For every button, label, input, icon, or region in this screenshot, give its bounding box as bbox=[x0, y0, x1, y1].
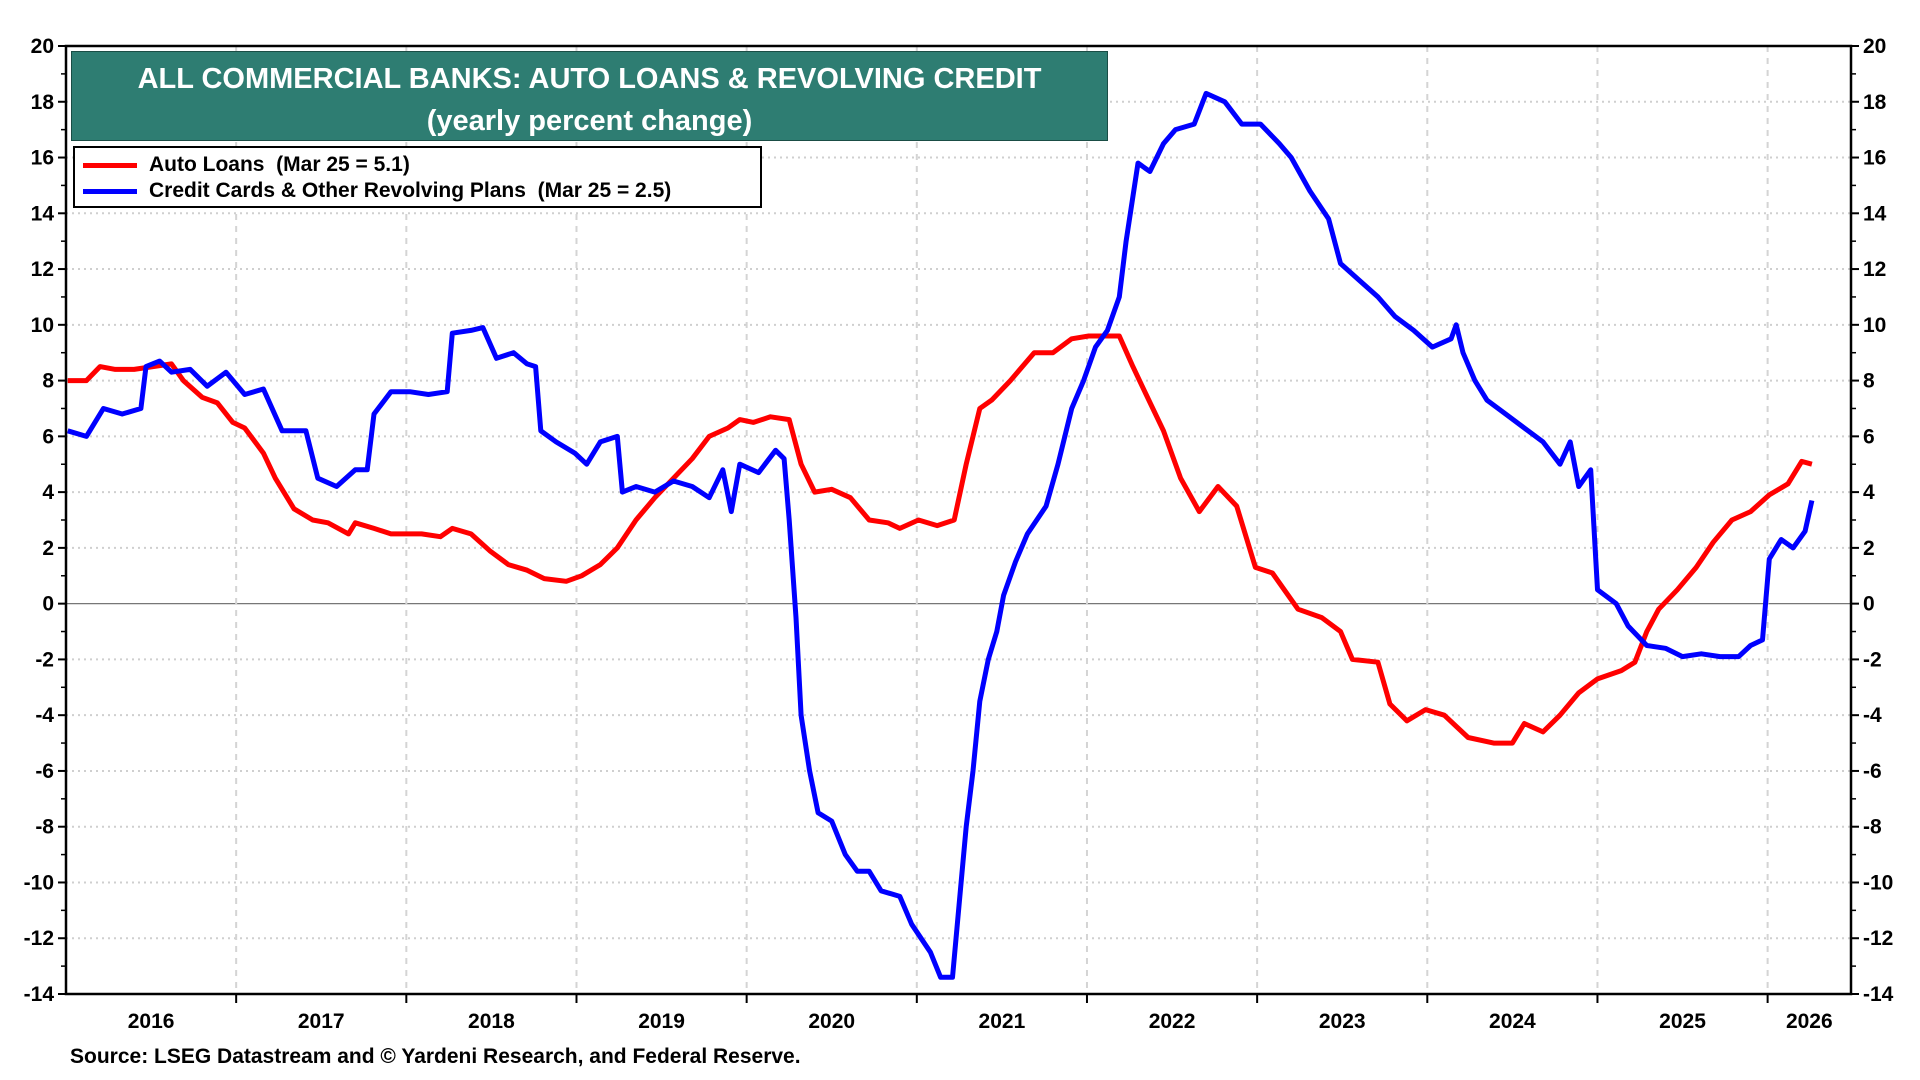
y-tick-label-right: -14 bbox=[1863, 983, 1894, 1006]
y-tick-label-right: -4 bbox=[1863, 704, 1882, 727]
y-tick-label-left: 0 bbox=[42, 593, 54, 616]
y-tick-label-right: -10 bbox=[1863, 871, 1893, 894]
legend-swatch-blue bbox=[83, 188, 137, 194]
source-note: Source: LSEG Datastream and © Yardeni Re… bbox=[70, 1045, 801, 1068]
y-tick-label-right: -12 bbox=[1863, 927, 1893, 950]
y-tick-label-left: -14 bbox=[24, 983, 55, 1006]
x-tick-label: 2024 bbox=[1489, 1010, 1536, 1033]
y-tick-label-left: -12 bbox=[24, 927, 54, 950]
y-tick-label-left: 14 bbox=[31, 202, 55, 225]
y-tick-label-left: 10 bbox=[31, 314, 54, 337]
y-tick-label-left: -10 bbox=[24, 871, 54, 894]
y-tick-label-right: 6 bbox=[1863, 425, 1875, 448]
x-tick-label: 2019 bbox=[638, 1010, 685, 1033]
y-tick-label-left: 6 bbox=[42, 425, 54, 448]
y-tick-label-left: -2 bbox=[35, 648, 54, 671]
y-tick-label-right: 18 bbox=[1863, 91, 1887, 114]
legend-item-auto-loans: Auto Loans (Mar 25 = 5.1) bbox=[83, 152, 410, 178]
auto-loans-line bbox=[67, 333, 1813, 746]
y-tick-label-right: 10 bbox=[1863, 314, 1886, 337]
x-tick-label: 2023 bbox=[1319, 1010, 1366, 1033]
y-tick-label-left: 16 bbox=[31, 147, 54, 170]
chart-subtitle: (yearly percent change) bbox=[426, 105, 753, 137]
series-lines bbox=[66, 90, 1815, 980]
y-tick-label-right: 16 bbox=[1863, 147, 1886, 170]
y-tick-label-right: 2 bbox=[1863, 537, 1875, 560]
chart-title: ALL COMMERCIAL BANKS: AUTO LOANS & REVOL… bbox=[137, 63, 1042, 95]
x-tick-label: 2016 bbox=[128, 1010, 175, 1033]
y-tick-label-left: 2 bbox=[42, 537, 54, 560]
legend-item-credit-cards: Credit Cards & Other Revolving Plans (Ma… bbox=[83, 178, 671, 204]
x-tick-label: 2021 bbox=[979, 1010, 1026, 1033]
y-tick-label-left: 12 bbox=[31, 258, 54, 281]
chart-title-box: ALL COMMERCIAL BANKS: AUTO LOANS & REVOL… bbox=[71, 51, 1108, 141]
y-tick-label-right: 12 bbox=[1863, 258, 1886, 281]
x-tick-label: 2025 bbox=[1659, 1010, 1706, 1033]
legend-label: Credit Cards & Other Revolving Plans (Ma… bbox=[149, 179, 672, 202]
legend: Auto Loans (Mar 25 = 5.1) Credit Cards &… bbox=[73, 146, 762, 208]
y-tick-label-right: 20 bbox=[1863, 35, 1886, 58]
y-tick-label-right: -2 bbox=[1863, 648, 1882, 671]
x-tick-label: 2022 bbox=[1149, 1010, 1196, 1033]
y-tick-label-right: -6 bbox=[1863, 760, 1882, 783]
legend-swatch-red bbox=[83, 162, 137, 168]
x-tick-label: 2017 bbox=[298, 1010, 345, 1033]
y-tick-label-left: -4 bbox=[35, 704, 54, 727]
y-tick-label-right: 8 bbox=[1863, 370, 1875, 393]
y-tick-label-right: 0 bbox=[1863, 593, 1875, 616]
plot-frame bbox=[64, 44, 1853, 996]
y-tick-label-right: 4 bbox=[1863, 481, 1875, 504]
y-tick-label-left: 20 bbox=[31, 35, 54, 58]
y-tick-label-left: 8 bbox=[42, 370, 54, 393]
x-tick-label: 2018 bbox=[468, 1010, 515, 1033]
x-tick-label: 2020 bbox=[808, 1010, 855, 1033]
y-tick-label-left: 4 bbox=[42, 481, 54, 504]
x-tick-label: 2026 bbox=[1786, 1010, 1833, 1033]
y-tick-label-right: 14 bbox=[1863, 202, 1887, 225]
y-tick-label-left: -6 bbox=[35, 760, 54, 783]
y-tick-label-right: -8 bbox=[1863, 816, 1882, 839]
legend-label: Auto Loans (Mar 25 = 5.1) bbox=[149, 153, 410, 176]
credit-cards-line bbox=[66, 90, 1815, 980]
y-tick-label-left: -8 bbox=[35, 816, 54, 839]
y-tick-label-left: 18 bbox=[31, 91, 55, 114]
